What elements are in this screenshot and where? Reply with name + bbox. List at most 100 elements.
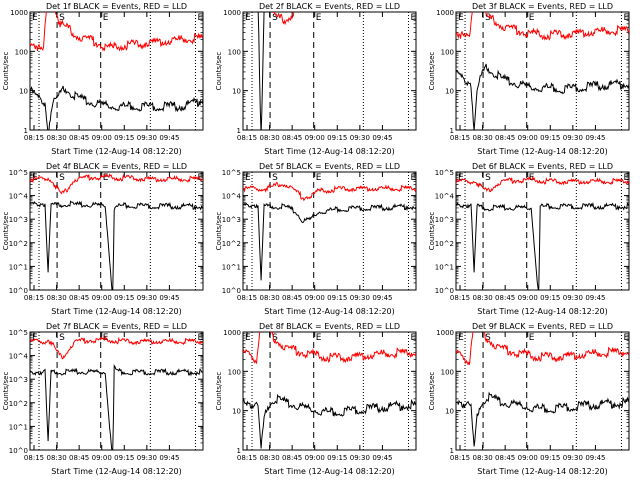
x-tick-label: 09:30 bbox=[563, 134, 583, 142]
y-tick-label: 100 bbox=[228, 368, 241, 376]
y-tick-label: 10^5 bbox=[9, 169, 28, 177]
plot-frame bbox=[242, 11, 417, 131]
events-series-line bbox=[30, 200, 203, 290]
y-tick-label: 10^0 bbox=[435, 287, 454, 295]
chart-title: Det 5f BLACK = Events, RED = LLD bbox=[259, 162, 400, 171]
time-marker-label: E bbox=[529, 13, 535, 23]
chart-panel-7: Det 7f BLACK = Events, RED = LLD Counts/s… bbox=[2, 322, 204, 476]
plot-frame bbox=[455, 331, 630, 451]
x-tick-label: 09:45 bbox=[372, 294, 392, 302]
plot-frame bbox=[455, 171, 630, 291]
chart-panel-9: Det 9f BLACK = Events, RED = LLD Counts/s… bbox=[428, 322, 630, 476]
y-tick-label: 10^3 bbox=[9, 216, 28, 224]
x-axis-label: Start Time (12-Aug-14 08:12:20) bbox=[51, 147, 182, 156]
lld-series-line bbox=[456, 332, 629, 366]
y-tick-label: 10^5 bbox=[9, 329, 28, 337]
y-tick-label: 10 bbox=[445, 408, 454, 416]
x-axis-label: Start Time (12-Aug-14 08:12:20) bbox=[477, 307, 608, 316]
x-axis-label: Start Time (12-Aug-14 08:12:20) bbox=[264, 307, 395, 316]
time-marker-label: E bbox=[32, 333, 38, 343]
x-tick-label: 08:30 bbox=[472, 294, 492, 302]
x-axis-label: Start Time (12-Aug-14 08:12:20) bbox=[264, 147, 395, 156]
time-marker-label: S bbox=[272, 13, 278, 23]
x-axis-label: Start Time (12-Aug-14 08:12:20) bbox=[477, 467, 608, 476]
y-tick-label: 10^3 bbox=[9, 376, 28, 384]
x-axis-label: Start Time (12-Aug-14 08:12:20) bbox=[51, 467, 182, 476]
x-tick-label: 09:00 bbox=[92, 454, 112, 462]
time-marker-label: E bbox=[316, 173, 322, 183]
x-tick-label: 08:15 bbox=[237, 294, 257, 302]
x-axis-label: Start Time (12-Aug-14 08:12:20) bbox=[477, 147, 608, 156]
time-marker-label: S bbox=[59, 333, 65, 343]
lld-series-line bbox=[30, 12, 203, 52]
y-tick-label: 10^4 bbox=[9, 193, 29, 201]
x-tick-label: 09:30 bbox=[563, 294, 583, 302]
time-marker-label: S bbox=[272, 173, 278, 183]
x-tick-label: 09:00 bbox=[305, 294, 325, 302]
y-tick-label: 10^2 bbox=[9, 400, 28, 408]
plot-frame bbox=[29, 331, 204, 451]
x-tick-label: 09:30 bbox=[137, 134, 157, 142]
time-marker-label: E bbox=[623, 173, 629, 183]
time-marker-label: E bbox=[458, 333, 464, 343]
events-series-line bbox=[243, 393, 416, 449]
x-tick-label: 09:00 bbox=[92, 134, 112, 142]
events-series-line bbox=[456, 201, 629, 290]
time-marker-label: E bbox=[623, 13, 629, 23]
x-tick-label: 09:15 bbox=[327, 454, 347, 462]
events-series-line bbox=[30, 85, 203, 130]
x-tick-label: 08:30 bbox=[46, 294, 66, 302]
time-marker-label: S bbox=[485, 173, 491, 183]
time-marker-label: E bbox=[103, 173, 109, 183]
x-tick-label: 09:45 bbox=[159, 134, 179, 142]
x-tick-label: 09:15 bbox=[540, 134, 560, 142]
y-axis-label: Counts/sec bbox=[215, 212, 223, 251]
y-tick-label: 10^0 bbox=[222, 287, 241, 295]
x-tick-label: 08:45 bbox=[69, 134, 89, 142]
x-tick-label: 08:45 bbox=[495, 134, 515, 142]
y-tick-label: 100 bbox=[15, 48, 28, 56]
x-tick-label: 09:30 bbox=[350, 294, 370, 302]
x-tick-label: 08:15 bbox=[237, 454, 257, 462]
y-tick-label: 1 bbox=[450, 127, 454, 135]
chart-panel-1: Det 1f BLACK = Events, RED = LLD Counts/s… bbox=[2, 2, 204, 156]
x-tick-label: 08:15 bbox=[237, 134, 257, 142]
events-series-line bbox=[243, 202, 416, 281]
time-marker-label: S bbox=[59, 13, 65, 23]
chart-title: Det 3f BLACK = Events, RED = LLD bbox=[472, 2, 613, 11]
x-tick-label: 08:45 bbox=[282, 134, 302, 142]
y-tick-label: 10^0 bbox=[9, 287, 28, 295]
x-tick-label: 09:45 bbox=[585, 294, 605, 302]
y-tick-label: 10^1 bbox=[9, 423, 28, 431]
y-tick-label: 10 bbox=[232, 88, 241, 96]
y-tick-label: 10 bbox=[19, 88, 28, 96]
y-tick-label: 10^3 bbox=[435, 216, 454, 224]
x-tick-label: 08:15 bbox=[450, 294, 470, 302]
plot-frame bbox=[29, 171, 204, 291]
chart-title: Det 9f BLACK = Events, RED = LLD bbox=[472, 322, 613, 331]
x-tick-label: 09:30 bbox=[350, 454, 370, 462]
x-tick-label: 08:15 bbox=[450, 454, 470, 462]
lld-series-line bbox=[30, 336, 203, 360]
y-tick-label: 1 bbox=[450, 447, 454, 455]
y-axis-label: Counts/sec bbox=[2, 372, 10, 411]
chart-panel-5: Det 5f BLACK = Events, RED = LLD Counts/s… bbox=[215, 162, 417, 316]
events-series-line bbox=[456, 391, 629, 447]
x-tick-label: 09:45 bbox=[372, 454, 392, 462]
x-tick-label: 08:15 bbox=[24, 454, 44, 462]
x-tick-label: 09:30 bbox=[563, 454, 583, 462]
time-marker-label: E bbox=[32, 13, 38, 23]
x-tick-label: 09:00 bbox=[305, 134, 325, 142]
time-marker-label: E bbox=[529, 173, 535, 183]
y-tick-label: 10 bbox=[445, 88, 454, 96]
y-tick-label: 10^4 bbox=[9, 353, 29, 361]
chart-title: Det 4f BLACK = Events, RED = LLD bbox=[46, 162, 187, 171]
time-marker-label: E bbox=[245, 13, 251, 23]
time-marker-label: E bbox=[316, 13, 322, 23]
y-axis-label: Counts/sec bbox=[215, 52, 223, 91]
time-marker-label: E bbox=[197, 173, 203, 183]
y-axis-label: Counts/sec bbox=[215, 372, 223, 411]
time-marker-label: E bbox=[410, 13, 416, 23]
y-tick-label: 100 bbox=[441, 48, 454, 56]
